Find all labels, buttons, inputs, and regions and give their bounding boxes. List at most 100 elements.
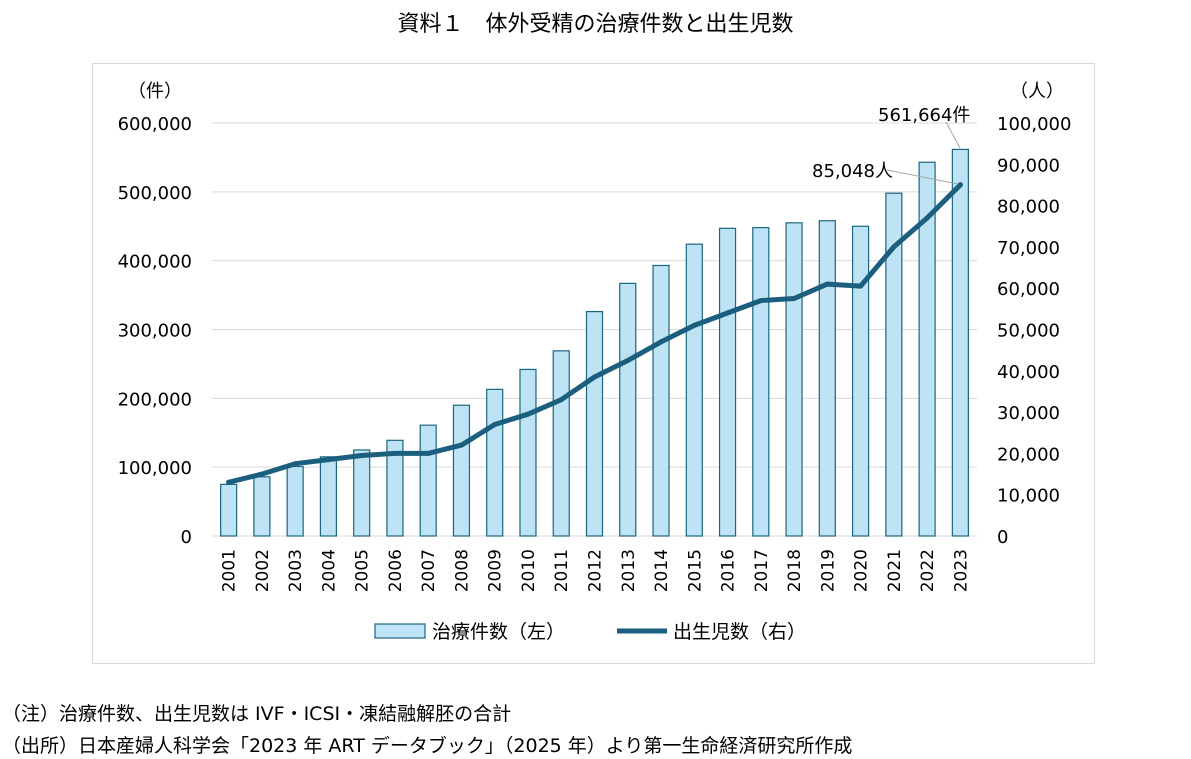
line-point [824,281,830,287]
bar-series [220,148,969,537]
footnote-source: （出所）日本産婦人科学会「2023 年 ART データブック」（2025 年）よ… [2,735,853,757]
x-tick-label: 2002 [253,549,273,592]
line-point [558,397,564,403]
line-point [492,421,498,427]
line-point [525,411,531,417]
left-axis-ticks: 0 100,000 200,000 300,000 400,000 500,000 600,… [118,114,192,548]
bar [785,222,803,537]
line-point [259,471,265,477]
line-point [625,357,631,363]
left-tick-label: 300,000 [118,321,192,342]
line-point [658,339,664,345]
right-tick-label: 20,000 [997,444,1060,465]
chart-title: 資料１ 体外受精の治療件数と出生児数 [397,12,794,37]
x-tick-label: 2003 [286,549,306,592]
bar [419,424,437,537]
x-tick-label: 2016 [719,549,739,592]
line-point [325,457,331,463]
line-point [226,479,232,485]
bar [918,161,936,537]
right-tick-label: 30,000 [997,403,1060,424]
line-series [226,182,963,485]
right-tick-label: 0 [997,527,1008,548]
bar [253,476,271,537]
legend-bar-swatch [374,623,426,639]
right-axis-ticks: 0 10,000 20,000 30,000 40,000 50,000 60,000 70,… [997,114,1071,548]
line-point [957,182,963,188]
x-tick-label: 2012 [586,549,606,592]
bar [951,148,969,537]
legend-line-label: 出生児数（右） [673,621,806,643]
x-tick-label: 2019 [818,549,838,592]
x-tick-label: 2014 [652,549,672,592]
bar [652,264,670,537]
bar [220,483,238,537]
x-tick-label: 2015 [685,549,705,592]
bar [552,350,570,537]
left-axis-unit: （件） [128,81,182,102]
line-point [858,283,864,289]
bar [452,404,471,537]
bar [486,388,504,537]
bar [585,311,604,537]
bar [818,220,836,537]
left-tick-label: 0 [181,527,192,548]
bar [851,225,870,537]
line-point [691,322,697,328]
x-tick-label: 2017 [752,549,772,592]
line-point [292,461,298,467]
legend-bar-label: 治療件数（左） [432,621,565,643]
right-tick-label: 40,000 [997,362,1060,383]
x-tick-label: 2011 [552,549,572,592]
bar [619,282,637,537]
x-tick-label: 2013 [619,549,639,592]
left-tick-label: 600,000 [118,114,192,135]
line-point [359,452,365,458]
line-point [725,310,731,316]
line-point [458,442,464,448]
legend: 治療件数（左） 出生児数（右） [374,621,806,643]
footnote-note: （注）治療件数、出生児数は IVF・ICSI・凍結融解胚の合計 [2,703,512,725]
line-point [924,215,930,221]
right-tick-label: 70,000 [997,238,1060,259]
line-point [791,296,797,302]
right-tick-label: 100,000 [997,114,1071,135]
right-tick-label: 60,000 [997,279,1060,300]
bar [885,192,903,537]
x-tick-label: 2006 [386,549,406,592]
bar-annotation: 561,664件 [878,105,970,126]
bar-annotation-leader [945,121,961,149]
x-tick-label: 2010 [519,549,539,592]
x-tick-label: 2007 [419,549,439,592]
x-axis-ticks: 2001 2002 2003 2004 2005 2006 2007 2008 2009 2010… [220,549,972,592]
right-tick-label: 80,000 [997,197,1060,218]
bar [752,227,770,537]
x-tick-label: 2008 [452,549,472,592]
left-tick-label: 400,000 [118,252,192,273]
line-annotation: 85,048人 [812,161,893,182]
bar [286,465,304,537]
left-tick-label: 500,000 [118,183,192,204]
bar [519,368,537,537]
right-axis-unit: （人） [1010,81,1064,102]
right-tick-label: 10,000 [997,486,1060,507]
bar [386,439,404,537]
bar [319,456,338,537]
bar [718,227,737,537]
bar [685,243,703,537]
x-tick-label: 2021 [885,549,905,592]
x-tick-label: 2009 [486,549,506,592]
line-point [392,450,398,456]
x-tick-label: 2018 [785,549,805,592]
chart-frame [92,63,1095,664]
x-tick-label: 2005 [353,549,373,592]
left-tick-label: 100,000 [118,458,192,479]
x-tick-label: 2020 [852,549,872,592]
line-point [592,374,597,380]
left-tick-label: 200,000 [118,389,192,410]
line-point [425,450,431,456]
bar [353,449,371,537]
right-tick-label: 90,000 [997,155,1060,176]
x-tick-label: 2001 [220,549,240,592]
gridlines [212,122,977,537]
